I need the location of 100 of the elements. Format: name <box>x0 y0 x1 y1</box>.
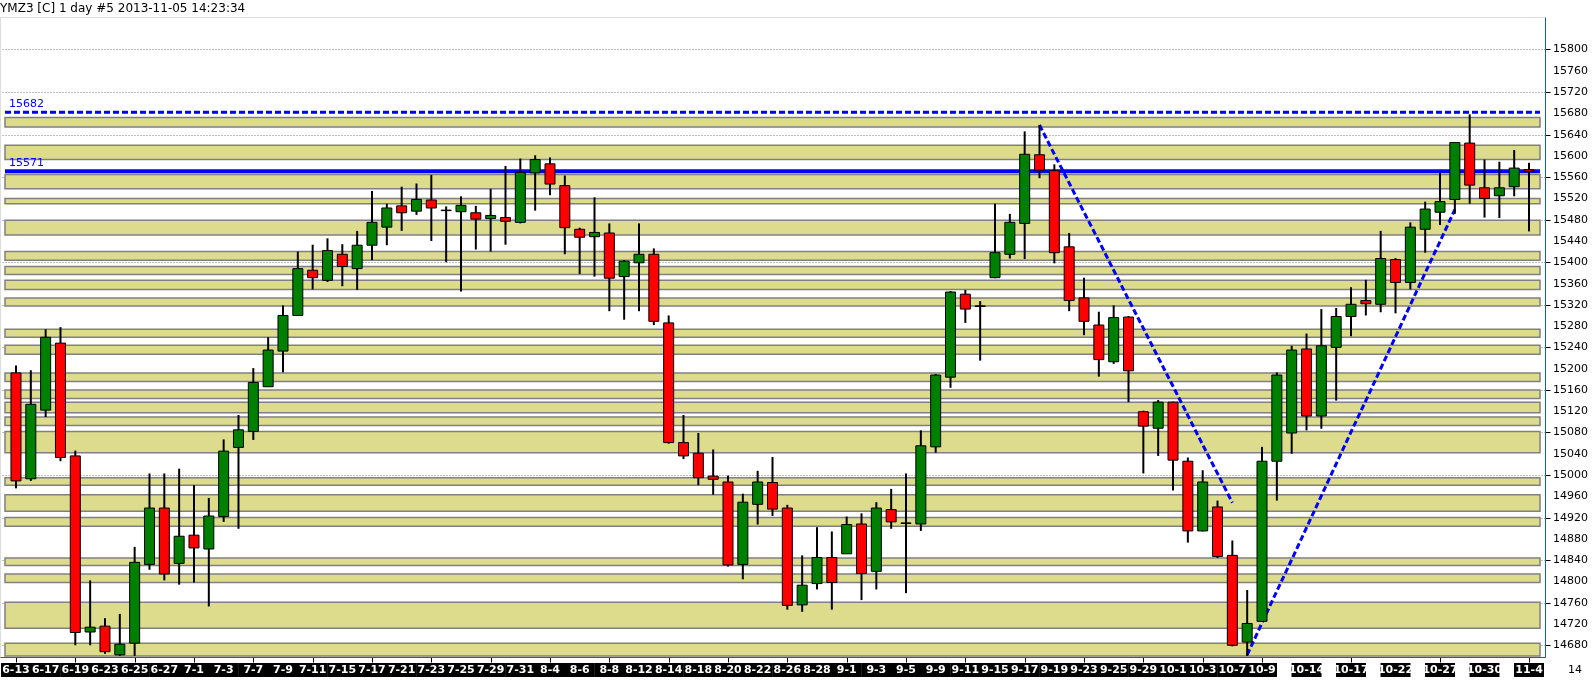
x-tick-label: 9-5 <box>896 663 916 676</box>
candlestick <box>1078 276 1090 337</box>
x-tick-label: 7-7 <box>243 663 264 676</box>
x-tick-label: 6-23 <box>91 663 119 676</box>
y-tick-label: 14760 <box>1553 595 1588 609</box>
candlestick <box>885 487 897 530</box>
candlestick <box>1434 171 1446 227</box>
y-tick-label: 15040 <box>1553 446 1588 460</box>
y-tick-label: 15280 <box>1553 319 1588 333</box>
x-tick-label: 10-7 <box>1218 663 1247 676</box>
x-tick-label: 11-4 <box>1515 663 1544 676</box>
y-tick-label: 14720 <box>1553 617 1588 631</box>
x-tick-label: 8-8 <box>599 663 620 676</box>
y-tick-label: 15080 <box>1553 425 1588 439</box>
x-tick-label: 8-14 <box>654 663 683 676</box>
y-tick-label: 14840 <box>1553 553 1588 567</box>
candlestick <box>1137 409 1149 475</box>
x-tick-label: 9-17 <box>1010 663 1039 676</box>
x-tick-label: 7-15 <box>328 663 357 676</box>
y-tick-label: 15720 <box>1553 85 1588 99</box>
y-tick-label: 15760 <box>1553 63 1588 77</box>
candlestick <box>485 187 497 253</box>
candlestick <box>959 288 971 324</box>
candlestick <box>707 448 719 496</box>
y-tick-label: 14880 <box>1553 531 1588 545</box>
candlestick <box>1419 200 1431 254</box>
candlestick <box>588 196 600 278</box>
y-tick-label: 15640 <box>1553 127 1588 141</box>
candlestick <box>336 243 348 288</box>
x-tick-label: 7-29 <box>476 663 505 676</box>
candlestick <box>440 205 452 264</box>
x-tick-label: 7-9 <box>273 663 293 676</box>
x-tick-label: 7-31 <box>506 663 535 676</box>
candlestick <box>1241 588 1253 657</box>
candlestick <box>114 612 126 657</box>
y-tick-label: 14680 <box>1553 638 1588 652</box>
y-tick-label: 15200 <box>1553 361 1588 375</box>
x-tick-label: 9-25 <box>1099 663 1128 676</box>
y-tick-label: 15240 <box>1553 340 1588 354</box>
candlestick <box>396 185 408 232</box>
candlestick <box>410 182 422 216</box>
x-tick-label: 9-9 <box>925 663 946 676</box>
candlestick <box>381 202 393 247</box>
candlestick <box>618 259 630 321</box>
x-tick-label: 9-23 <box>1070 663 1098 676</box>
x-tick-label: 9-3 <box>866 663 887 676</box>
y-tick-label: 15520 <box>1553 191 1588 205</box>
y-tick-label: 15400 <box>1553 255 1588 269</box>
y-tick-label: 15360 <box>1553 276 1588 290</box>
x-tick-label: 8-28 <box>803 663 831 676</box>
candlestick <box>1345 286 1357 338</box>
x-tick-label: 6-17 <box>31 663 60 676</box>
candlestick <box>188 484 200 584</box>
candlestick <box>470 204 482 251</box>
y-tick-label: 14960 <box>1553 489 1588 503</box>
ref-line-label: 15682 <box>9 97 44 111</box>
candlestick <box>351 229 363 291</box>
y-tick-label: 15320 <box>1553 297 1588 311</box>
candlestick <box>796 554 808 613</box>
candlestick <box>1479 158 1491 219</box>
candlestick <box>366 189 378 262</box>
candlestick <box>307 243 319 291</box>
x-tick-label: 8-26 <box>773 663 802 676</box>
x-tick-label: 10-9 <box>1248 663 1276 676</box>
x-tick-label: 6-25 <box>120 663 149 676</box>
x-tick-label: 6-19 <box>61 663 90 676</box>
y-tick-label: 15800 <box>1553 42 1588 56</box>
x-tick-label: 7-17 <box>358 663 386 676</box>
line-series <box>1245 208 1457 657</box>
x-tick-label: 7-21 <box>387 663 416 676</box>
candlestick <box>529 154 541 212</box>
candlestick <box>1390 257 1402 315</box>
x-tick-label: 8-12 <box>625 663 653 676</box>
candlestick <box>1493 160 1505 220</box>
x-tick-label: 7-11 <box>298 663 327 676</box>
x-tick-label: 8-4 <box>540 663 561 676</box>
y-tick-label: 15680 <box>1553 106 1588 120</box>
text: 14 <box>1568 663 1582 676</box>
candlestick <box>574 226 586 275</box>
x-tick-label: 10-1 <box>1159 663 1187 676</box>
y-tick-label: 15440 <box>1553 233 1588 247</box>
x-tick-label: 6-27 <box>150 663 179 676</box>
candlestick <box>752 469 764 526</box>
y-tick-label: 15600 <box>1553 148 1588 162</box>
candlestick <box>84 579 96 647</box>
x-tick-label: 8-22 <box>743 663 772 676</box>
candlestick <box>455 195 467 293</box>
x-tick-label: 8-20 <box>714 663 743 676</box>
candlestick <box>499 164 511 246</box>
candlestick <box>900 472 912 595</box>
candlestick <box>633 222 645 313</box>
y-tick-label: 15160 <box>1553 382 1588 396</box>
x-tick-label: 10-3 <box>1188 663 1217 676</box>
chart-title: YMZ3 [C] 1 day #5 2013-11-05 14:23:34 <box>0 1 246 15</box>
y-tick-label: 15120 <box>1553 404 1588 418</box>
x-tick-label: 7-25 <box>447 663 475 676</box>
ref-line-label: 15571 <box>9 156 44 170</box>
x-tick-label: 9-19 <box>1040 663 1069 676</box>
candlestick <box>678 413 689 461</box>
candlestick <box>1360 278 1372 317</box>
